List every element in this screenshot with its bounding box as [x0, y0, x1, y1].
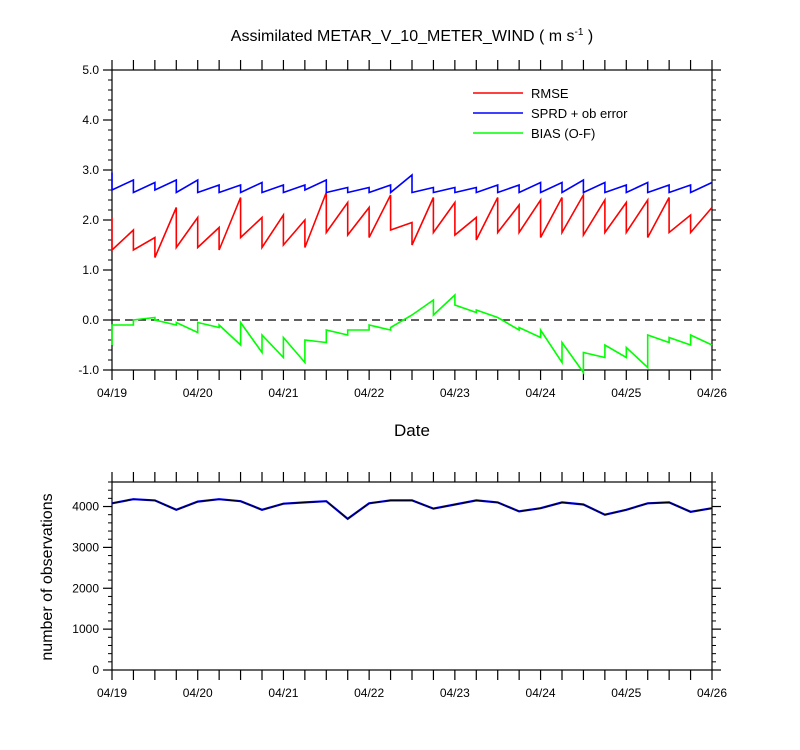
bottom-panel: 04/19 04/20 04/21 04/22 04/23 04/24 04/25 04/26… — [72, 472, 727, 700]
top-y-tick-label: 5.0 — [82, 63, 99, 77]
top-series-line-3 — [111, 293, 713, 375]
bottom-y-tick-label: 2000 — [72, 581, 99, 595]
top-y-tick-label: 3.0 — [82, 163, 99, 177]
top-x-tick-label: 04/22 — [354, 386, 384, 400]
top-y-tick-label: -1.0 — [78, 363, 99, 377]
bottom-x-tick-label: 04/26 — [697, 686, 727, 700]
top-x-tick-label: 04/19 — [97, 386, 127, 400]
bottom-series-line-2 — [111, 498, 713, 520]
top-series-line-1 — [111, 191, 713, 258]
bottom-x-tick-label: 04/25 — [611, 686, 641, 700]
bottom-y-tick-label: 1000 — [72, 622, 99, 636]
top-x-tick-label: 04/24 — [526, 386, 556, 400]
top-y-tick-label: 2.0 — [82, 213, 99, 227]
top-x-axis-label: Date — [394, 421, 430, 440]
top-legend: RMSE SPRD + ob error BIAS (O-F) — [473, 86, 628, 141]
top-series-line-2 — [111, 172, 713, 195]
top-x-tick-label: 04/25 — [611, 386, 641, 400]
bottom-x-tick-label: 04/24 — [526, 686, 556, 700]
top-x-tick-label: 04/20 — [183, 386, 213, 400]
bottom-x-tick-label: 04/20 — [183, 686, 213, 700]
legend-label: BIAS (O-F) — [531, 126, 595, 141]
bottom-x-tick-label: 04/23 — [440, 686, 470, 700]
bottom-x-tick-label: 04/21 — [268, 686, 298, 700]
top-y-tick-label: 4.0 — [82, 113, 99, 127]
chart-title: Assimilated METAR_V_10_METER_WIND ( m s-… — [231, 27, 593, 45]
legend-label: RMSE — [531, 86, 569, 101]
legend-label: SPRD + ob error — [531, 106, 628, 121]
bottom-x-tick-label: 04/22 — [354, 686, 384, 700]
top-panel: 04/19 04/20 04/21 04/22 04/23 04/24 04/25 04/26… — [78, 60, 727, 400]
bottom-y-tick-label: 0 — [92, 663, 99, 677]
bottom-y-axis-label: number of observations — [39, 493, 56, 660]
top-x-tick-label: 04/23 — [440, 386, 470, 400]
bottom-series-line-1 — [111, 498, 713, 521]
top-x-tick-label: 04/21 — [268, 386, 298, 400]
top-y-tick-label: 1.0 — [82, 263, 99, 277]
top-y-tick-label: 0.0 — [82, 313, 99, 327]
top-x-tick-label: 04/26 — [697, 386, 727, 400]
bottom-y-tick-label: 3000 — [72, 540, 99, 554]
bottom-y-tick-label: 4000 — [72, 500, 99, 514]
bottom-x-tick-label: 04/19 — [97, 686, 127, 700]
